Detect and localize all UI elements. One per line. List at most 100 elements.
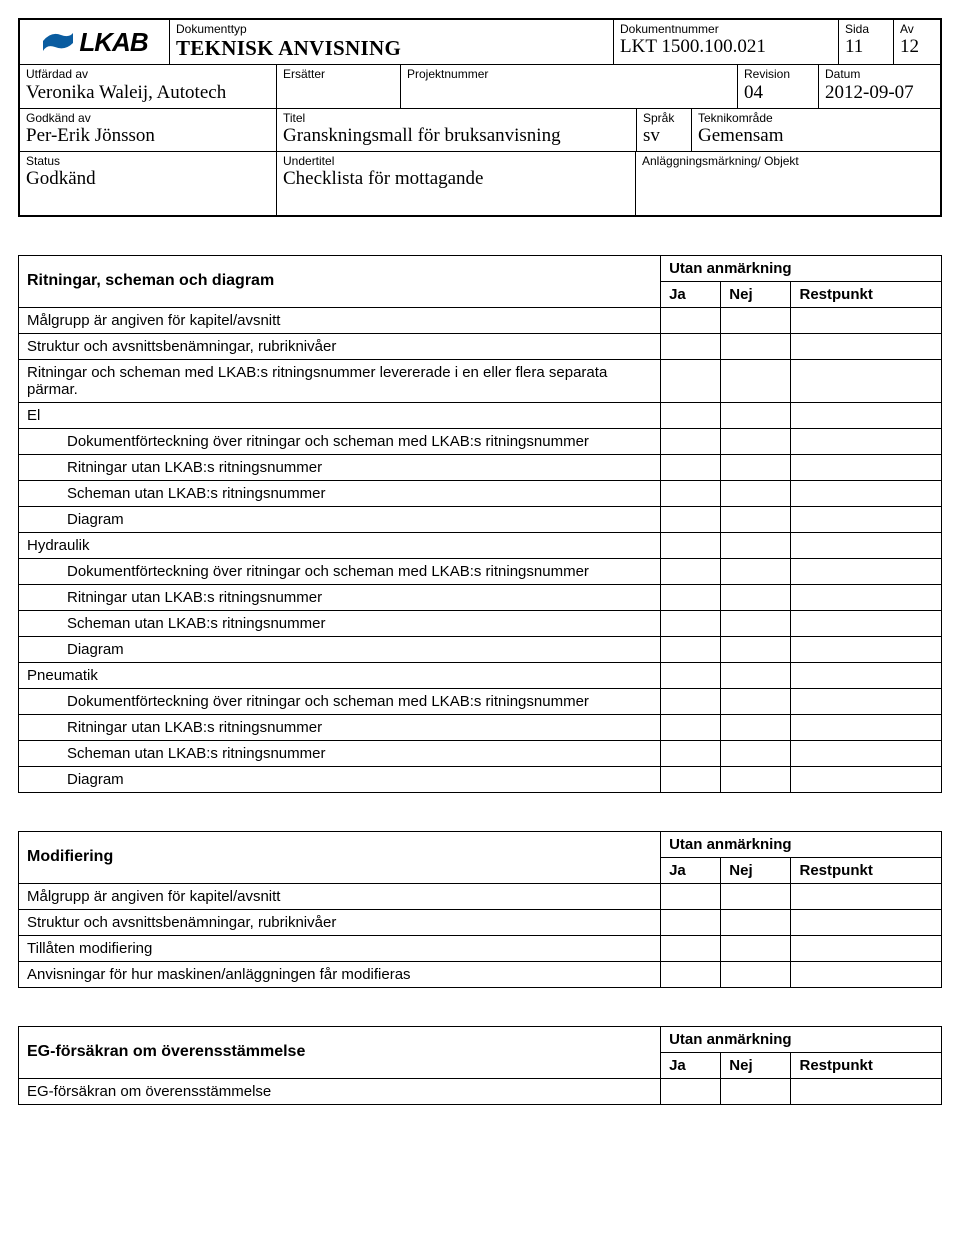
- check-cell[interactable]: [661, 558, 721, 584]
- check-cell[interactable]: [721, 714, 791, 740]
- av-label: Av: [900, 22, 934, 36]
- undertitel-value: Checklista för mottagande: [283, 168, 629, 191]
- check-cell[interactable]: [661, 480, 721, 506]
- check-cell[interactable]: [661, 883, 721, 909]
- col-restpunkt: Restpunkt: [791, 281, 942, 307]
- check-cell[interactable]: [721, 307, 791, 333]
- row-label: Dokumentförteckning över ritningar och s…: [19, 558, 661, 584]
- av-value: 12: [900, 36, 934, 59]
- col-ja: Ja: [661, 1052, 721, 1078]
- check-cell[interactable]: [661, 454, 721, 480]
- check-cell[interactable]: [721, 428, 791, 454]
- check-cell[interactable]: [721, 359, 791, 402]
- check-cell[interactable]: [721, 402, 791, 428]
- check-cell[interactable]: [721, 688, 791, 714]
- check-cell[interactable]: [661, 402, 721, 428]
- check-cell[interactable]: [661, 688, 721, 714]
- check-cell[interactable]: [661, 766, 721, 792]
- check-cell[interactable]: [721, 1078, 791, 1104]
- row-label: Tillåten modifiering: [19, 935, 661, 961]
- check-cell[interactable]: [661, 532, 721, 558]
- status-value: Godkänd: [26, 168, 270, 191]
- check-cell[interactable]: [661, 1078, 721, 1104]
- check-cell[interactable]: [721, 883, 791, 909]
- check-cell[interactable]: [791, 636, 942, 662]
- checklist-section-1: Ritningar, scheman och diagram Utan anmä…: [18, 255, 942, 793]
- check-cell[interactable]: [791, 359, 942, 402]
- check-cell[interactable]: [791, 961, 942, 987]
- check-cell[interactable]: [661, 961, 721, 987]
- check-cell[interactable]: [661, 610, 721, 636]
- table-row: Scheman utan LKAB:s ritningsnummer: [19, 480, 942, 506]
- check-cell[interactable]: [791, 935, 942, 961]
- check-cell[interactable]: [791, 766, 942, 792]
- row-label: EG-försäkran om överensstämmelse: [19, 1078, 661, 1104]
- check-cell[interactable]: [661, 662, 721, 688]
- check-cell[interactable]: [791, 883, 942, 909]
- check-cell[interactable]: [791, 307, 942, 333]
- dokumenttyp-value: TEKNISK ANVISNING: [176, 36, 607, 61]
- table-row: El: [19, 402, 942, 428]
- check-cell[interactable]: [661, 333, 721, 359]
- check-cell[interactable]: [791, 480, 942, 506]
- check-cell[interactable]: [721, 532, 791, 558]
- check-cell[interactable]: [791, 909, 942, 935]
- titel-label: Titel: [283, 111, 630, 125]
- check-cell[interactable]: [791, 740, 942, 766]
- godkand-av-value: Per-Erik Jönsson: [26, 125, 270, 148]
- row-label: Diagram: [19, 636, 661, 662]
- logo-text: LKAB: [79, 27, 147, 58]
- check-cell[interactable]: [721, 935, 791, 961]
- check-cell[interactable]: [791, 714, 942, 740]
- check-cell[interactable]: [791, 662, 942, 688]
- row-label: Anvisningar för hur maskinen/anläggninge…: [19, 961, 661, 987]
- check-cell[interactable]: [721, 584, 791, 610]
- check-cell[interactable]: [721, 636, 791, 662]
- row-label: Dokumentförteckning över ritningar och s…: [19, 688, 661, 714]
- check-cell[interactable]: [721, 454, 791, 480]
- check-cell[interactable]: [661, 636, 721, 662]
- check-cell[interactable]: [791, 558, 942, 584]
- check-cell[interactable]: [661, 714, 721, 740]
- document-header: LKAB Dokumenttyp TEKNISK ANVISNING Dokum…: [18, 18, 942, 217]
- check-cell[interactable]: [661, 740, 721, 766]
- row-label: Diagram: [19, 506, 661, 532]
- check-cell[interactable]: [791, 506, 942, 532]
- check-cell[interactable]: [721, 909, 791, 935]
- check-cell[interactable]: [661, 428, 721, 454]
- col-nej: Nej: [721, 1052, 791, 1078]
- section-title: Ritningar, scheman och diagram: [19, 255, 661, 307]
- table-row: Ritningar och scheman med LKAB:s ritning…: [19, 359, 942, 402]
- row-label: Diagram: [19, 766, 661, 792]
- check-cell[interactable]: [721, 662, 791, 688]
- check-cell[interactable]: [791, 333, 942, 359]
- check-cell[interactable]: [721, 333, 791, 359]
- check-cell[interactable]: [721, 506, 791, 532]
- undertitel-label: Undertitel: [283, 154, 629, 168]
- check-cell[interactable]: [791, 688, 942, 714]
- check-cell[interactable]: [791, 1078, 942, 1104]
- check-cell[interactable]: [661, 584, 721, 610]
- check-cell[interactable]: [791, 532, 942, 558]
- check-cell[interactable]: [661, 359, 721, 402]
- check-cell[interactable]: [661, 506, 721, 532]
- check-cell[interactable]: [791, 402, 942, 428]
- checklist-section-2: Modifiering Utan anmärkning Ja Nej Restp…: [18, 831, 942, 988]
- dokumentnummer-label: Dokumentnummer: [620, 22, 832, 36]
- check-cell[interactable]: [721, 558, 791, 584]
- check-cell[interactable]: [791, 428, 942, 454]
- check-cell[interactable]: [791, 454, 942, 480]
- check-cell[interactable]: [721, 480, 791, 506]
- row-label: Hydraulik: [19, 532, 661, 558]
- check-cell[interactable]: [721, 740, 791, 766]
- check-cell[interactable]: [791, 584, 942, 610]
- check-cell[interactable]: [721, 961, 791, 987]
- check-cell[interactable]: [791, 610, 942, 636]
- row-label: El: [19, 402, 661, 428]
- check-cell[interactable]: [721, 610, 791, 636]
- check-cell[interactable]: [661, 935, 721, 961]
- check-cell[interactable]: [661, 909, 721, 935]
- check-cell[interactable]: [721, 766, 791, 792]
- check-cell[interactable]: [661, 307, 721, 333]
- table-row: Tillåten modifiering: [19, 935, 942, 961]
